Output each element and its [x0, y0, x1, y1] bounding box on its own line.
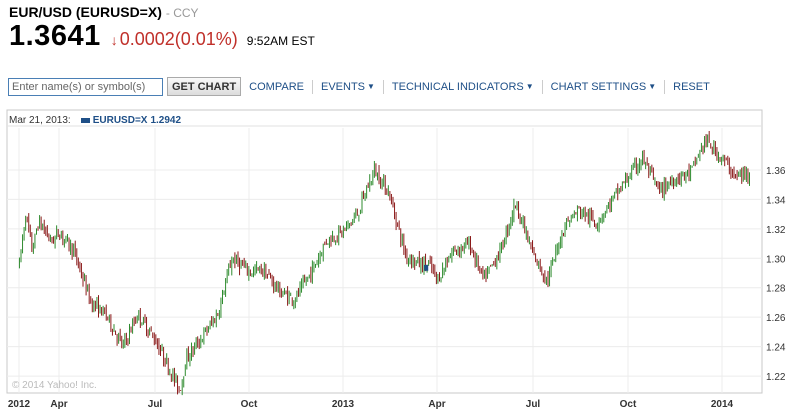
triangle-down-icon: ▼	[367, 81, 375, 91]
get-chart-button[interactable]: GET CHART	[167, 77, 242, 96]
symbol-search-input[interactable]	[8, 77, 163, 96]
toolbar-divider	[382, 79, 384, 94]
x-tick-label: Apr	[428, 399, 445, 410]
toolbar-divider	[664, 79, 666, 94]
compare-link[interactable]: COMPARE	[249, 80, 304, 93]
y-tick-label: 1.26	[766, 313, 786, 324]
x-tick-label: 2014	[711, 399, 734, 410]
legend-date: Mar 21, 2013:	[9, 115, 71, 126]
toolbar-divider	[541, 79, 543, 94]
y-tick-label: 1.24	[766, 343, 786, 354]
legend-value: 1.2942	[150, 115, 182, 126]
chart-legend: Mar 21, 2013: EURUSD=X 1.2942	[9, 115, 181, 126]
x-tick-label: 2013	[332, 399, 355, 410]
triangle-down-icon: ▼	[525, 81, 534, 91]
y-tick-label: 1.22	[766, 372, 786, 383]
events-menu[interactable]: EVENTS ▼	[320, 80, 375, 93]
price-change: 0.0002(0.01%)	[119, 29, 238, 49]
reset-link[interactable]: RESET	[673, 80, 710, 93]
chart-toolbar: GET CHART COMPARE EVENTS▼ TECHNICAL INDI…	[8, 77, 768, 96]
quote-summary: 1.3641 ↓ 0.0002(0.01%) 9:52AM EST	[9, 20, 315, 54]
triangle-down-icon: ▼	[648, 81, 657, 91]
legend-swatch	[80, 118, 90, 123]
chart-canvas: 1.36 1.34 1.32 1.30 1.28 1.26 1.24 1.22 2012 Apr J…	[6, 109, 786, 410]
x-tick-label: Oct	[241, 399, 258, 410]
plot-frame	[6, 109, 763, 394]
x-tick-label: Jul	[526, 399, 541, 410]
price-chart[interactable]: 1.36 1.34 1.32 1.30 1.28 1.26 1.24 1.22 2012 Apr J…	[0, 106, 797, 412]
technical-indicators-menu[interactable]: TECHNICAL INDICATORS ▼	[391, 80, 534, 93]
y-tick-label: 1.36	[766, 166, 786, 177]
down-arrow-icon: ↓	[110, 32, 118, 48]
x-tick-label: 2012	[8, 399, 31, 410]
y-tick-label: 1.28	[766, 284, 786, 295]
y-tick-label: 1.34	[766, 195, 786, 206]
selected-candle-marker	[424, 264, 429, 271]
quote-title: EUR/USD (EURUSD=X) - CCY	[9, 4, 199, 20]
x-tick-label: Oct	[620, 399, 637, 410]
chart-settings-menu[interactable]: CHART SETTINGS ▼	[550, 80, 657, 93]
legend-symbol: EURUSD=X	[92, 115, 148, 126]
copyright-text: © 2014 Yahoo! Inc.	[12, 380, 97, 391]
y-tick-label: 1.30	[766, 254, 786, 265]
y-tick-label: 1.32	[766, 225, 786, 236]
toolbar-divider	[311, 79, 313, 94]
x-tick-label: Apr	[50, 399, 67, 410]
quote-time: 9:52AM EST	[246, 34, 315, 48]
last-price: 1.3641	[9, 20, 101, 52]
exchange-label: - CCY	[165, 6, 199, 20]
x-tick-label: Jul	[148, 399, 163, 410]
